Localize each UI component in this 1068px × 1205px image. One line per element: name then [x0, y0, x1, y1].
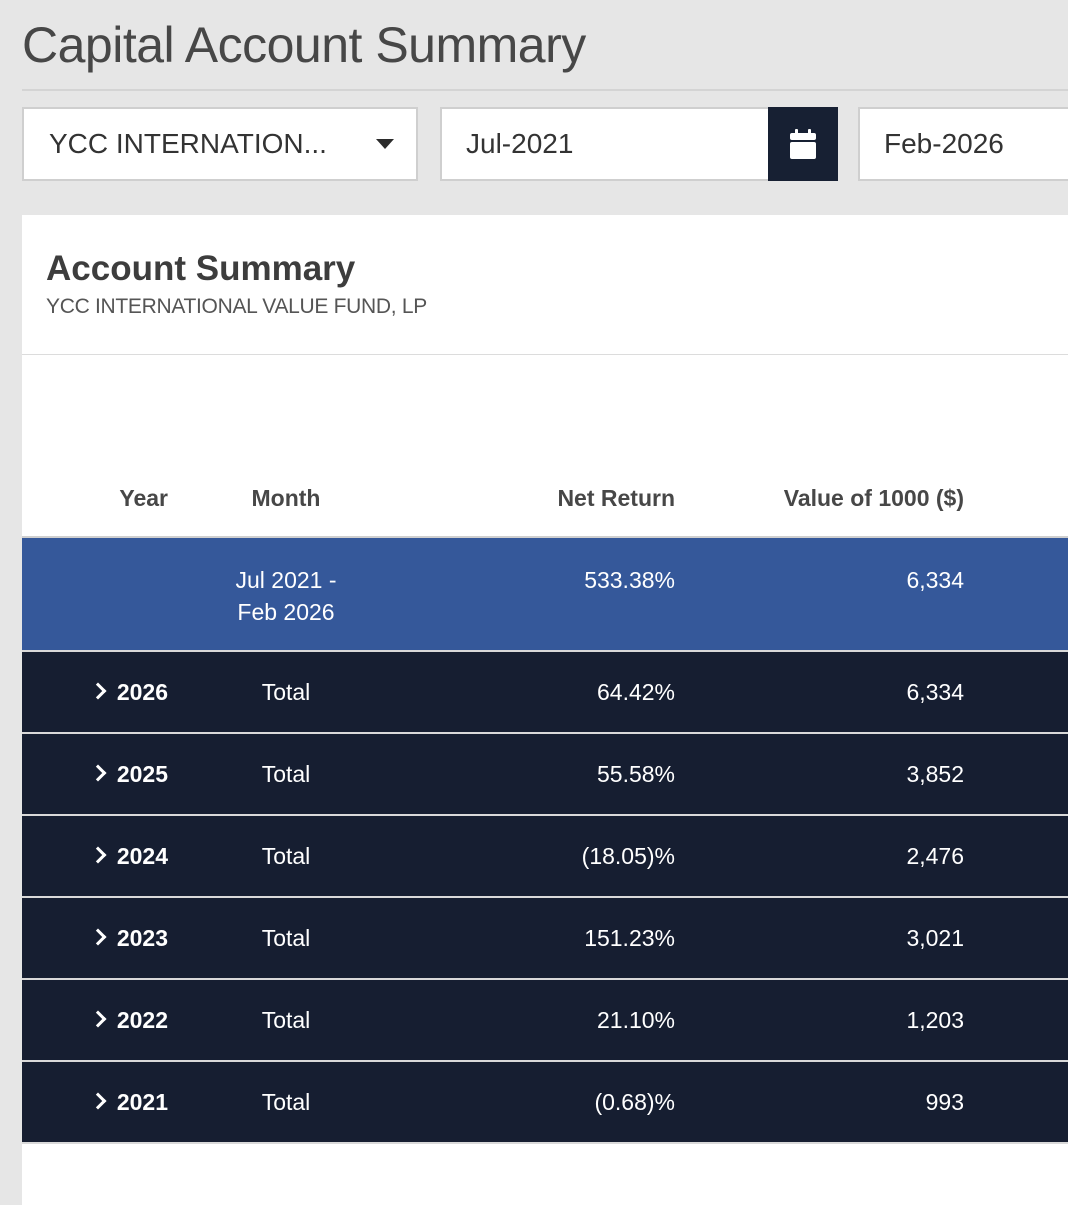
year-cell: 2023 — [22, 898, 168, 978]
year-cell: 2021 — [22, 1062, 168, 1142]
chevron-right-icon — [89, 1010, 107, 1028]
chevron-right-icon — [89, 928, 107, 946]
start-date-input[interactable] — [440, 107, 768, 181]
month-cell: Total — [261, 843, 311, 869]
column-header-year[interactable]: Year — [119, 485, 168, 511]
calendar-icon — [790, 129, 816, 159]
year-cell: 2022 — [22, 980, 168, 1060]
chevron-right-icon — [89, 1092, 107, 1110]
value-cell: 6,334 — [906, 679, 964, 705]
summary-net-return: 533.38% — [584, 567, 675, 593]
column-header-value[interactable]: Value of 1000 ($) — [783, 485, 964, 511]
value-cell: 3,852 — [906, 761, 964, 787]
column-header-net-return[interactable]: Net Return — [557, 485, 675, 511]
summary-value: 6,334 — [906, 567, 964, 593]
year-row-2023[interactable]: 2023 Total 151.23% 3,021 — [22, 898, 1068, 980]
net-return-cell: 55.58% — [596, 761, 675, 787]
net-return-cell: (18.05)% — [581, 843, 675, 869]
year-cell: 2025 — [22, 734, 168, 814]
column-header-month[interactable]: Month — [251, 485, 321, 511]
title-divider — [22, 89, 1068, 91]
caret-down-icon — [376, 139, 394, 149]
value-cell: 2,476 — [906, 843, 964, 869]
fund-select[interactable]: YCC INTERNATION... — [22, 107, 418, 181]
net-return-cell: 151.23% — [584, 925, 675, 951]
fund-select-value: YCC INTERNATION... — [49, 128, 327, 159]
summary-total-row: Jul 2021 - Feb 2026 533.38% 6,334 — [22, 538, 1068, 652]
end-date-input[interactable] — [858, 107, 1068, 181]
value-cell: 993 — [925, 1089, 964, 1115]
chevron-right-icon — [89, 682, 107, 700]
net-return-cell: (0.68)% — [594, 1089, 675, 1115]
year-cell: 2026 — [22, 652, 168, 732]
year-row-2024[interactable]: 2024 Total (18.05)% 2,476 — [22, 816, 1068, 898]
year-row-2021[interactable]: 2021 Total (0.68)% 993 — [22, 1062, 1068, 1144]
year-cell: 2024 — [22, 816, 168, 896]
page-title: Capital Account Summary — [22, 17, 586, 73]
summary-table-body: Jul 2021 - Feb 2026 533.38% 6,334 2026 T… — [22, 538, 1068, 1144]
year-label: 2022 — [116, 1007, 168, 1033]
year-row-2026[interactable]: 2026 Total 64.42% 6,334 — [22, 652, 1068, 734]
chevron-right-icon — [89, 764, 107, 782]
account-summary-card: Account Summary YCC INTERNATIONAL VALUE … — [22, 215, 1068, 1205]
year-label: 2024 — [116, 843, 168, 869]
summary-period-end: Feb 2026 — [237, 599, 335, 625]
month-cell: Total — [261, 1007, 311, 1033]
card-title: Account Summary — [46, 249, 356, 288]
month-cell: Total — [261, 925, 311, 951]
value-cell: 1,203 — [906, 1007, 964, 1033]
card-subtitle: YCC INTERNATIONAL VALUE FUND, LP — [46, 295, 427, 318]
net-return-cell: 64.42% — [596, 679, 675, 705]
header-divider — [22, 536, 1068, 538]
year-label: 2023 — [116, 925, 168, 951]
month-cell: Total — [261, 761, 311, 787]
month-cell: Total — [261, 1089, 311, 1115]
summary-period-start: Jul 2021 - — [235, 567, 337, 593]
year-row-2025[interactable]: 2025 Total 55.58% 3,852 — [22, 734, 1068, 816]
calendar-button[interactable] — [768, 107, 838, 181]
net-return-cell: 21.10% — [596, 1007, 675, 1033]
year-label: 2026 — [116, 679, 168, 705]
card-divider — [22, 354, 1068, 355]
year-label: 2021 — [116, 1089, 168, 1115]
summary-period: Jul 2021 - Feb 2026 — [212, 564, 360, 628]
chevron-right-icon — [89, 846, 107, 864]
year-label: 2025 — [116, 761, 168, 787]
year-row-2022[interactable]: 2022 Total 21.10% 1,203 — [22, 980, 1068, 1062]
value-cell: 3,021 — [906, 925, 964, 951]
month-cell: Total — [261, 679, 311, 705]
